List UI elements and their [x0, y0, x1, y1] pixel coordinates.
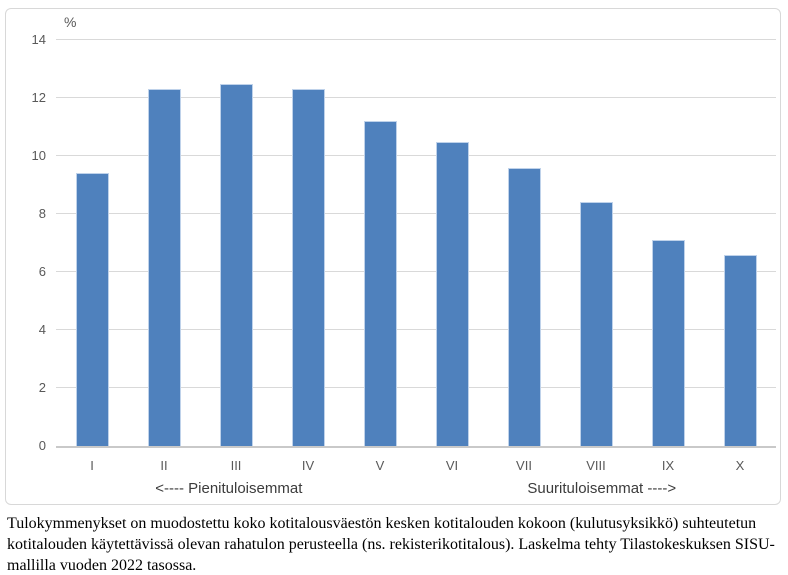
bar-decile-VII	[507, 167, 541, 446]
bar-slot-VI	[416, 40, 488, 446]
bar-chart: % 0 2 4 6 8 10 12 14 I II III IV V VI VII VIII IX X <---…	[5, 8, 781, 505]
y-axis: 0 2 4 6 8 10 12 14	[6, 32, 48, 453]
bar-slot-V	[344, 40, 416, 446]
x-axis-label-high-income: Suurituloisemmat ---->	[527, 480, 677, 497]
bar-decile-X	[723, 254, 757, 446]
gridline-14	[56, 39, 776, 40]
gridline-12	[56, 97, 776, 98]
y-tick-label-8: 8	[38, 206, 46, 221]
caption-line-1: Tulokymmenykset on muodostettu koko koti…	[7, 515, 757, 532]
bar-decile-IX	[651, 240, 685, 446]
gridline-10	[56, 155, 776, 156]
x-tick-label-IX: IX	[661, 458, 675, 473]
bar-decile-II	[147, 89, 181, 446]
x-axis-group-labels: <---- Pienituloisemmat Suurituloisemmat …	[56, 480, 776, 500]
x-tick-label-III: III	[230, 458, 242, 473]
y-tick-label-12: 12	[31, 90, 46, 105]
bar-decile-VI	[435, 141, 469, 446]
y-tick-label-2: 2	[38, 380, 46, 395]
bar-slot-IV	[272, 40, 344, 446]
y-tick-label-6: 6	[38, 264, 46, 279]
x-tick-label-IV: IV	[301, 458, 315, 473]
bar-slot-X	[704, 40, 776, 446]
gridline-4	[56, 329, 776, 330]
plot-area	[56, 39, 776, 448]
bar-decile-VIII	[579, 202, 613, 446]
bar-slot-VII	[488, 40, 560, 446]
x-axis: I II III IV V VI VII VIII IX X	[56, 458, 776, 473]
y-axis-unit-label: %	[64, 14, 77, 30]
x-axis-label-low-income: <---- Pienituloisemmat	[155, 480, 303, 497]
y-tick-label-14: 14	[31, 32, 46, 47]
bar-slot-I	[56, 40, 128, 446]
bar-decile-III	[219, 83, 253, 446]
bar-slot-III	[200, 40, 272, 446]
chart-caption: Tulokymmenykset on muodostettu koko koti…	[7, 513, 785, 575]
x-tick-label-X: X	[735, 458, 745, 473]
bar-slot-VIII	[560, 40, 632, 446]
caption-line-2: kotitalouden käytettävissä olevan rahatu…	[7, 536, 775, 553]
x-tick-label-I: I	[90, 458, 94, 473]
y-tick-label-4: 4	[38, 322, 46, 337]
x-tick-label-VII: VII	[516, 458, 532, 473]
gridline-8	[56, 213, 776, 214]
y-tick-label-10: 10	[31, 148, 46, 163]
bar-slot-IX	[632, 40, 704, 446]
bar-decile-V	[363, 121, 397, 446]
bar-decile-I	[75, 173, 109, 446]
bar-decile-IV	[291, 89, 325, 446]
x-tick-label-II: II	[160, 458, 168, 473]
bar-slot-II	[128, 40, 200, 446]
y-tick-label-0: 0	[38, 438, 46, 453]
bar-series	[56, 40, 776, 446]
x-tick-label-VI: VI	[445, 458, 459, 473]
gridline-2	[56, 387, 776, 388]
x-tick-label-VIII: VIII	[586, 458, 606, 473]
gridline-6	[56, 271, 776, 272]
x-tick-label-V: V	[375, 458, 385, 473]
caption-line-3: mallilla vuoden 2022 tasossa.	[7, 557, 197, 574]
